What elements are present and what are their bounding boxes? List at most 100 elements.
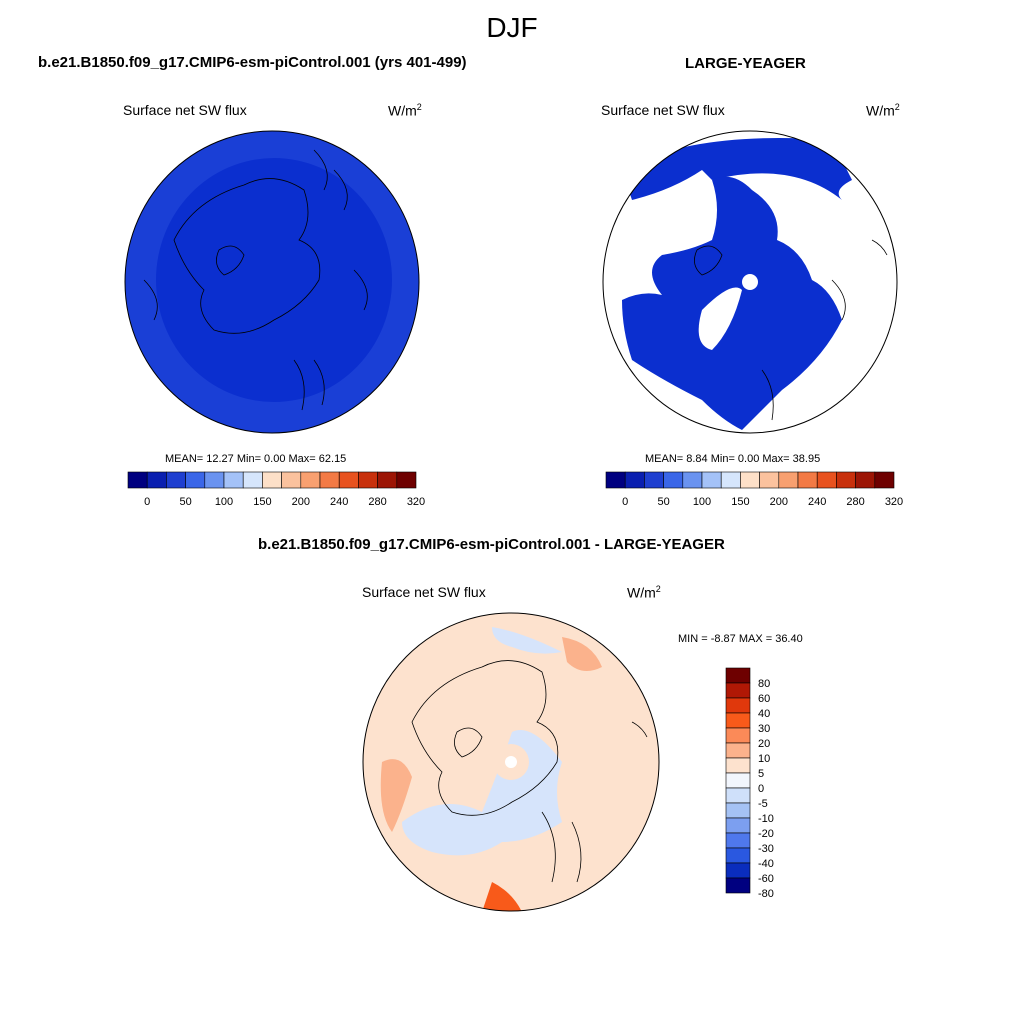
colorbar-swatch bbox=[377, 471, 398, 489]
colorbar-swatch bbox=[281, 471, 302, 489]
colorbar-swatch bbox=[204, 471, 225, 489]
colorbar-swatch bbox=[759, 471, 780, 489]
colorbar-swatch bbox=[262, 471, 282, 489]
colorbar-swatch bbox=[720, 471, 741, 489]
colorbar-swatch bbox=[816, 471, 837, 489]
colorbar-swatch bbox=[778, 471, 799, 489]
colorbar-swatch bbox=[725, 772, 751, 789]
colorbar-swatch bbox=[185, 471, 206, 489]
colorbar-tick-label: -40 bbox=[758, 858, 774, 870]
colorbar-diff: 80 60 40 30 20 10 5 0 -5 -10 -20 -30 -40 -60 -80 bbox=[725, 667, 774, 900]
colorbar-swatch bbox=[725, 847, 751, 864]
units-label-right: W/m2 bbox=[866, 102, 900, 119]
colorbar-swatch bbox=[300, 471, 321, 489]
colorbar-swatch bbox=[396, 471, 417, 489]
colorbar-tick-label: 50 bbox=[657, 496, 669, 508]
map-frame-left bbox=[124, 130, 420, 434]
stats-diff: MIN = -8.87 MAX = 36.40 bbox=[678, 633, 803, 645]
stats-left: MEAN= 12.27 Min= 0.00 Max= 62.15 bbox=[165, 453, 347, 465]
colorbar-tick-label: -10 bbox=[758, 813, 774, 825]
colorbar-swatch bbox=[223, 471, 244, 489]
coastlines-right bbox=[694, 239, 888, 421]
colorbar-tick-label: 60 bbox=[758, 693, 770, 705]
colorbar-tick-label: 200 bbox=[292, 496, 310, 508]
colorbar-swatch bbox=[725, 712, 751, 729]
stats-right: MEAN= 8.84 Min= 0.00 Max= 38.95 bbox=[645, 453, 821, 465]
colorbar-tick-label: 30 bbox=[758, 723, 770, 735]
colorbar-swatch bbox=[725, 817, 751, 834]
colorbar-swatch bbox=[797, 471, 818, 489]
units-label-left: W/m2 bbox=[388, 102, 422, 119]
colorbar-tick-label: -60 bbox=[758, 873, 774, 885]
colorbar-swatch bbox=[725, 787, 751, 804]
colorbar-swatch bbox=[725, 757, 751, 774]
pole-hole-right bbox=[742, 274, 758, 290]
colorbar-tick-label: 150 bbox=[253, 496, 271, 508]
ice-fill-north-right bbox=[622, 138, 852, 200]
panel-title-right: LARGE-YEAGER bbox=[685, 55, 806, 72]
colorbar-swatch bbox=[319, 471, 340, 489]
colorbar-tick-label: 280 bbox=[368, 496, 386, 508]
map-frame-right bbox=[602, 130, 898, 434]
colorbar-swatch bbox=[338, 471, 359, 489]
colorbar-swatch bbox=[725, 742, 751, 759]
colorbar-swatch bbox=[874, 471, 895, 489]
colorbar-swatch bbox=[146, 471, 167, 489]
colorbar-tick-label: 0 bbox=[144, 496, 150, 508]
colorbar-swatch bbox=[358, 471, 378, 489]
colorbar-tick-label: 10 bbox=[758, 753, 770, 765]
field-label-right: Surface net SW flux bbox=[601, 102, 725, 118]
colorbar-swatch bbox=[725, 697, 751, 714]
colorbar-tick-label: 320 bbox=[407, 496, 425, 508]
colorbar-tick-label: -20 bbox=[758, 828, 774, 840]
colorbar-tick-label: 0 bbox=[622, 496, 628, 508]
colorbar-left: 0 50 100 150 200 240 280 320 bbox=[127, 471, 425, 508]
colorbar-swatch bbox=[725, 682, 751, 699]
colorbar-tick-label: -80 bbox=[758, 888, 774, 900]
colorbar-swatch bbox=[127, 471, 148, 489]
colorbar-swatch bbox=[725, 727, 751, 744]
colorbar-swatch bbox=[644, 471, 664, 489]
interior-fill-left bbox=[156, 158, 392, 402]
colorbar-tick-label: 100 bbox=[215, 496, 233, 508]
colorbar-swatch bbox=[725, 667, 751, 684]
colorbar-swatch bbox=[855, 471, 876, 489]
colorbar-tick-label: 5 bbox=[758, 768, 764, 780]
units-label-diff: W/m2 bbox=[627, 584, 661, 601]
panel-title-left: b.e21.B1850.f09_g17.CMIP6-esm-piControl.… bbox=[38, 54, 467, 71]
map-left bbox=[124, 130, 420, 434]
colorbar-tick-label: 320 bbox=[885, 496, 903, 508]
colorbar-swatch bbox=[605, 471, 626, 489]
colorbar-tick-label: 100 bbox=[693, 496, 711, 508]
colorbar-tick-label: -5 bbox=[758, 798, 768, 810]
colorbar-swatch bbox=[725, 832, 751, 849]
colorbar-swatch bbox=[725, 877, 751, 894]
colorbar-tick-label: -30 bbox=[758, 843, 774, 855]
colorbar-tick-label: 50 bbox=[179, 496, 191, 508]
diff-title: b.e21.B1850.f09_g17.CMIP6-esm-piControl.… bbox=[258, 536, 725, 553]
colorbar-swatch bbox=[725, 802, 751, 819]
colorbar-swatch bbox=[682, 471, 703, 489]
colorbar-tick-label: 240 bbox=[330, 496, 348, 508]
colorbar-tick-label: 80 bbox=[758, 678, 770, 690]
colorbar-swatch bbox=[701, 471, 722, 489]
colorbar-tick-label: 280 bbox=[846, 496, 864, 508]
colorbar-swatch bbox=[242, 471, 263, 489]
colorbar-tick-label: 150 bbox=[731, 496, 749, 508]
map-frame-diff bbox=[362, 612, 660, 912]
map-right bbox=[602, 130, 898, 434]
colorbar-swatch bbox=[166, 471, 186, 489]
colorbar-tick-label: 240 bbox=[808, 496, 826, 508]
colorbar-tick-label: 40 bbox=[758, 708, 770, 720]
colorbar-tick-label: 0 bbox=[758, 783, 764, 795]
colorbar-tick-label: 20 bbox=[758, 738, 770, 750]
colorbar-swatch bbox=[663, 471, 684, 489]
field-label-left: Surface net SW flux bbox=[123, 102, 247, 118]
field-label-diff: Surface net SW flux bbox=[362, 584, 486, 600]
coastlines-left bbox=[143, 149, 368, 411]
map-diff bbox=[362, 612, 660, 912]
colorbar-tick-label: 200 bbox=[770, 496, 788, 508]
season-title: DJF bbox=[486, 12, 538, 43]
colorbar-swatch bbox=[725, 862, 751, 879]
coastlines-diff bbox=[411, 660, 648, 883]
